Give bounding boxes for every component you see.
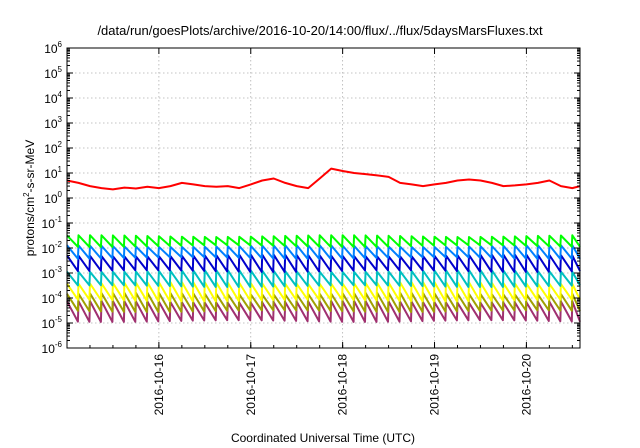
chart-title: /data/run/goesPlots/archive/2016-10-20/1… — [97, 23, 543, 38]
y-tick-label: 101 — [44, 165, 62, 181]
y-tick-label: 10-5 — [42, 315, 63, 331]
y-tick-label: 102 — [44, 140, 62, 156]
series-line-2 — [66, 244, 581, 260]
y-tick-label: 10-2 — [42, 240, 63, 256]
series-line-0 — [66, 167, 581, 191]
series-line-1 — [66, 234, 581, 248]
y-axis: 106 105 104 103 102 101 100 10-1 10-2 10-3 10-4 10-… — [42, 40, 580, 356]
y-tick-label: 104 — [44, 90, 62, 106]
series-line-7 — [66, 300, 581, 323]
y-tick-label: 10-6 — [42, 340, 63, 356]
series-group — [66, 167, 581, 323]
series-line-4 — [66, 269, 581, 288]
series-line-6 — [66, 291, 581, 313]
y-tick-label: 10-4 — [42, 290, 63, 306]
y-tick-label: 105 — [44, 65, 62, 81]
x-tick-label: 2016-10-17 — [244, 354, 258, 416]
y-tick-label: 10-1 — [42, 215, 63, 231]
y-tick-label: 106 — [44, 40, 62, 56]
series-line-3 — [66, 253, 581, 273]
y-axis-label: protons/cm2-s-sr-MeV — [22, 140, 37, 256]
x-tick-label: 2016-10-20 — [519, 354, 533, 416]
y-tick-label: 10-3 — [42, 265, 63, 281]
x-axis: 2016-10-16 2016-10-17 2016-10-18 2016-10-19… — [66, 48, 573, 416]
y-tick-label: 100 — [44, 190, 62, 206]
grid — [67, 48, 580, 348]
series-line-5 — [66, 281, 581, 303]
x-tick-label: 2016-10-18 — [336, 354, 350, 416]
x-tick-label: 2016-10-16 — [152, 354, 166, 416]
y-tick-label: 103 — [44, 115, 62, 131]
x-tick-label: 2016-10-19 — [428, 354, 442, 416]
x-axis-label: Coordinated Universal Time (UTC) — [231, 431, 415, 445]
